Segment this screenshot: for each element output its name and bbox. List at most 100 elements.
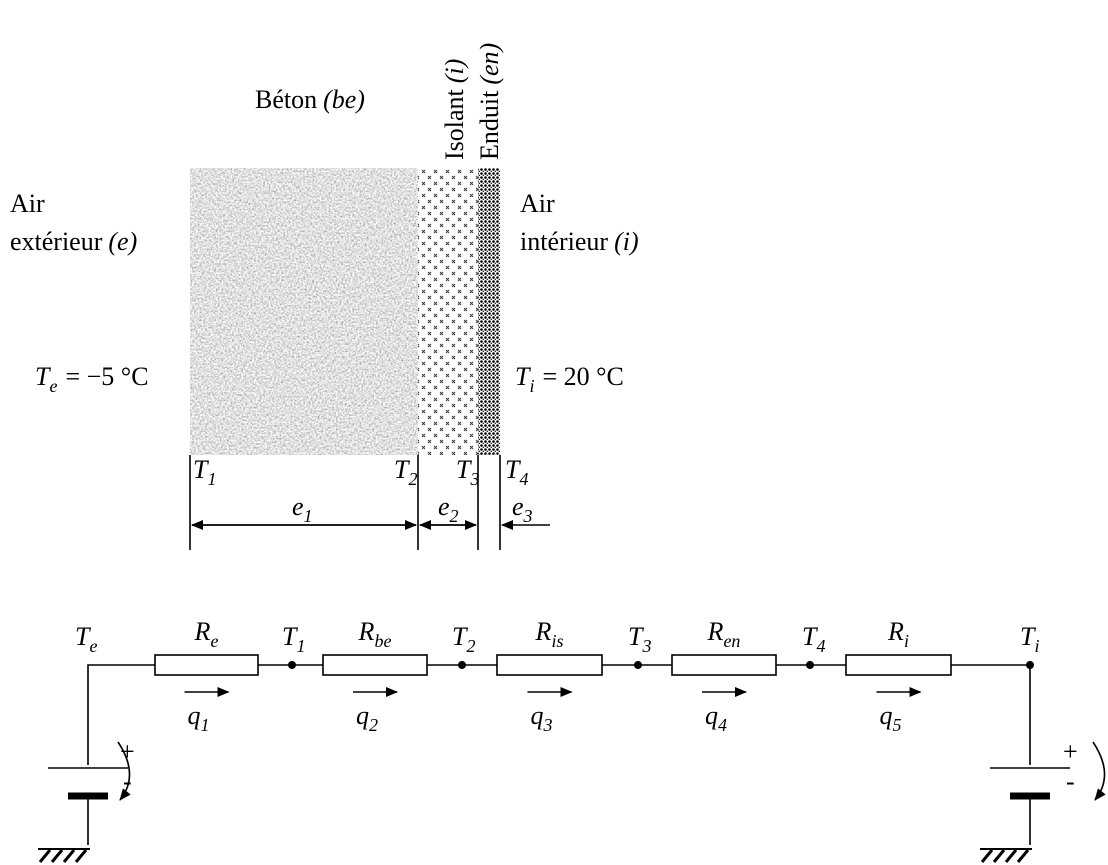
symbol: e bbox=[292, 492, 304, 521]
subscript: 2 bbox=[450, 506, 459, 526]
symbol: q bbox=[188, 701, 201, 730]
subscript: 5 bbox=[893, 715, 902, 735]
node-label: T1 bbox=[282, 622, 305, 656]
subscript: i bbox=[529, 376, 534, 396]
thickness-label: e1 bbox=[292, 492, 313, 526]
interface-label: T4 bbox=[505, 455, 528, 489]
resistor-label: Rbe bbox=[358, 617, 392, 651]
node-label: Ti bbox=[1020, 622, 1039, 656]
flow-label: q4 bbox=[705, 701, 727, 735]
layer-symbol: (i) bbox=[440, 59, 469, 84]
side-label: intérieur (i) bbox=[520, 227, 639, 256]
subscript: 3 bbox=[523, 506, 533, 526]
resistor-label: Ris bbox=[535, 617, 564, 651]
symbol: T bbox=[515, 362, 531, 391]
symbol: T bbox=[802, 622, 818, 651]
side-symbol: (e) bbox=[108, 227, 137, 256]
symbol: T bbox=[35, 362, 51, 391]
symbol: e bbox=[438, 492, 450, 521]
symbol: e bbox=[512, 492, 524, 521]
node-label: T3 bbox=[628, 622, 651, 656]
layer-label: Isolant (i) bbox=[440, 59, 469, 160]
subscript: e bbox=[49, 376, 57, 396]
value: = −5 °C bbox=[65, 362, 148, 391]
side-label: extérieur (e) bbox=[10, 227, 137, 256]
symbol: T bbox=[75, 622, 91, 651]
grounds bbox=[38, 848, 1032, 863]
subscript: 2 bbox=[466, 636, 475, 656]
layer-name: Béton bbox=[255, 85, 317, 114]
sources bbox=[48, 741, 1106, 801]
subscript: 1 bbox=[201, 715, 210, 735]
side-temperature: Ti = 20 °C bbox=[515, 362, 624, 396]
subscript: 3 bbox=[641, 636, 651, 656]
symbol: q bbox=[356, 701, 369, 730]
side-symbol: (i) bbox=[614, 227, 639, 256]
layer-label: Enduit (en) bbox=[475, 43, 504, 160]
layer-symbol: (be) bbox=[323, 85, 365, 114]
layer-name: Enduit bbox=[475, 90, 504, 160]
resistor-label: Ren bbox=[707, 617, 741, 651]
symbol: R bbox=[887, 617, 904, 646]
resistor-label: Re bbox=[194, 617, 219, 651]
symbol: T bbox=[456, 455, 472, 484]
flow-label: q3 bbox=[531, 701, 553, 735]
insulation-layer bbox=[418, 168, 478, 455]
subscript: 3 bbox=[543, 715, 553, 735]
thickness-label: e2 bbox=[438, 492, 459, 526]
side-label: Air bbox=[10, 189, 45, 218]
side-temperature: Te = −5 °C bbox=[35, 362, 149, 396]
interface-label: T3 bbox=[456, 455, 479, 489]
minus-sign: - bbox=[123, 767, 132, 796]
subscript: i bbox=[1034, 636, 1039, 656]
symbol: q bbox=[705, 701, 718, 730]
plus-sign: + bbox=[1063, 737, 1078, 766]
subscript: en bbox=[723, 631, 740, 651]
nodes bbox=[288, 661, 1034, 669]
subscript: 4 bbox=[718, 715, 727, 735]
symbol: R bbox=[358, 617, 375, 646]
circuit-wires bbox=[87, 654, 1031, 845]
subscript: i bbox=[904, 631, 909, 651]
plaster-layer bbox=[478, 168, 500, 455]
flow-label: q5 bbox=[880, 701, 902, 735]
subscript: 2 bbox=[369, 715, 378, 735]
concrete-layer bbox=[190, 168, 418, 455]
resistor-label: Ri bbox=[887, 617, 909, 651]
symbol: q bbox=[880, 701, 893, 730]
dimension-lines bbox=[189, 455, 550, 550]
symbol: T bbox=[1020, 622, 1036, 651]
symbol: R bbox=[194, 617, 211, 646]
subscript: 1 bbox=[207, 469, 216, 489]
subscript: 4 bbox=[816, 636, 825, 656]
minus-sign: - bbox=[1066, 767, 1075, 796]
subscript: is bbox=[551, 631, 563, 651]
node-label: T4 bbox=[802, 622, 825, 656]
flow-label: q2 bbox=[356, 701, 378, 735]
value: = 20 °C bbox=[542, 362, 623, 391]
subscript: 2 bbox=[408, 469, 417, 489]
symbol: R bbox=[707, 617, 724, 646]
subscript: e bbox=[210, 631, 218, 651]
interface-label: T2 bbox=[394, 455, 417, 489]
subscript: 3 bbox=[469, 469, 479, 489]
subscript: 1 bbox=[296, 636, 305, 656]
subscript: 1 bbox=[304, 506, 313, 526]
subscript: be bbox=[374, 631, 391, 651]
layer-name: Isolant bbox=[440, 88, 469, 160]
symbol: R bbox=[535, 617, 552, 646]
layer-label: Béton (be) bbox=[255, 85, 365, 114]
symbol: T bbox=[193, 455, 209, 484]
symbol: T bbox=[505, 455, 521, 484]
side-name: intérieur bbox=[520, 227, 608, 256]
node-label: Te bbox=[75, 622, 97, 656]
side-name: extérieur bbox=[10, 227, 103, 256]
symbol: T bbox=[628, 622, 644, 651]
plus-sign: + bbox=[120, 737, 135, 766]
flow-label: q1 bbox=[188, 701, 210, 735]
symbol: T bbox=[394, 455, 410, 484]
symbol: T bbox=[282, 622, 298, 651]
subscript: e bbox=[89, 636, 97, 656]
subscript: 4 bbox=[519, 469, 528, 489]
